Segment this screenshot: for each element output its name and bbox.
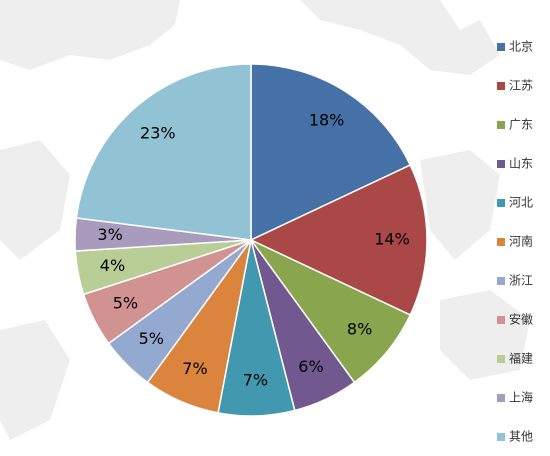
legend-swatch bbox=[497, 82, 505, 90]
legend-swatch bbox=[497, 160, 505, 168]
slice-data-label: 6% bbox=[298, 357, 323, 376]
legend-label: 江苏 bbox=[509, 79, 533, 93]
legend-swatch bbox=[497, 316, 505, 324]
slice-data-label: 8% bbox=[347, 319, 372, 338]
legend-swatch bbox=[497, 238, 505, 246]
pie-slice bbox=[250, 239, 412, 384]
pie-slice bbox=[249, 164, 428, 316]
slice-data-label: 7% bbox=[243, 370, 268, 389]
pie-slices bbox=[74, 63, 428, 417]
legend-label: 山东 bbox=[509, 157, 533, 171]
legend-swatch bbox=[497, 43, 505, 51]
slice-data-label: 5% bbox=[139, 329, 164, 348]
world-map-background bbox=[0, 0, 530, 440]
legend-label: 浙江 bbox=[509, 274, 533, 288]
legend-label: 河北 bbox=[509, 196, 533, 210]
slice-data-label: 14% bbox=[374, 230, 410, 249]
legend-label: 其他 bbox=[509, 430, 533, 444]
slice-data-label: 5% bbox=[113, 294, 138, 313]
legend-swatch bbox=[497, 121, 505, 129]
legend-label: 上海 bbox=[509, 390, 533, 405]
slice-data-label: 3% bbox=[97, 225, 122, 244]
legend-swatch bbox=[497, 277, 505, 285]
legend-swatch bbox=[497, 433, 505, 441]
legend-label: 安徽 bbox=[509, 312, 533, 327]
slice-data-label: 7% bbox=[182, 359, 207, 378]
pie-slice bbox=[75, 63, 252, 241]
legend-swatch bbox=[497, 199, 505, 207]
legend-label: 福建 bbox=[509, 351, 533, 366]
legend-swatch bbox=[497, 355, 505, 363]
legend-label: 河南 bbox=[509, 234, 533, 249]
legend-label: 广东 bbox=[509, 118, 533, 132]
legend-swatch bbox=[497, 394, 505, 402]
legend-label: 北京 bbox=[509, 40, 533, 54]
slice-data-label: 23% bbox=[140, 124, 176, 143]
pie-slice bbox=[250, 63, 412, 242]
slice-labels: 18% 14% 8% 6% 7% 7% 5%5% 4% 3% 23% bbox=[97, 110, 409, 389]
slice-data-label: 18% bbox=[309, 110, 345, 129]
slice-data-label: 4% bbox=[100, 256, 125, 275]
